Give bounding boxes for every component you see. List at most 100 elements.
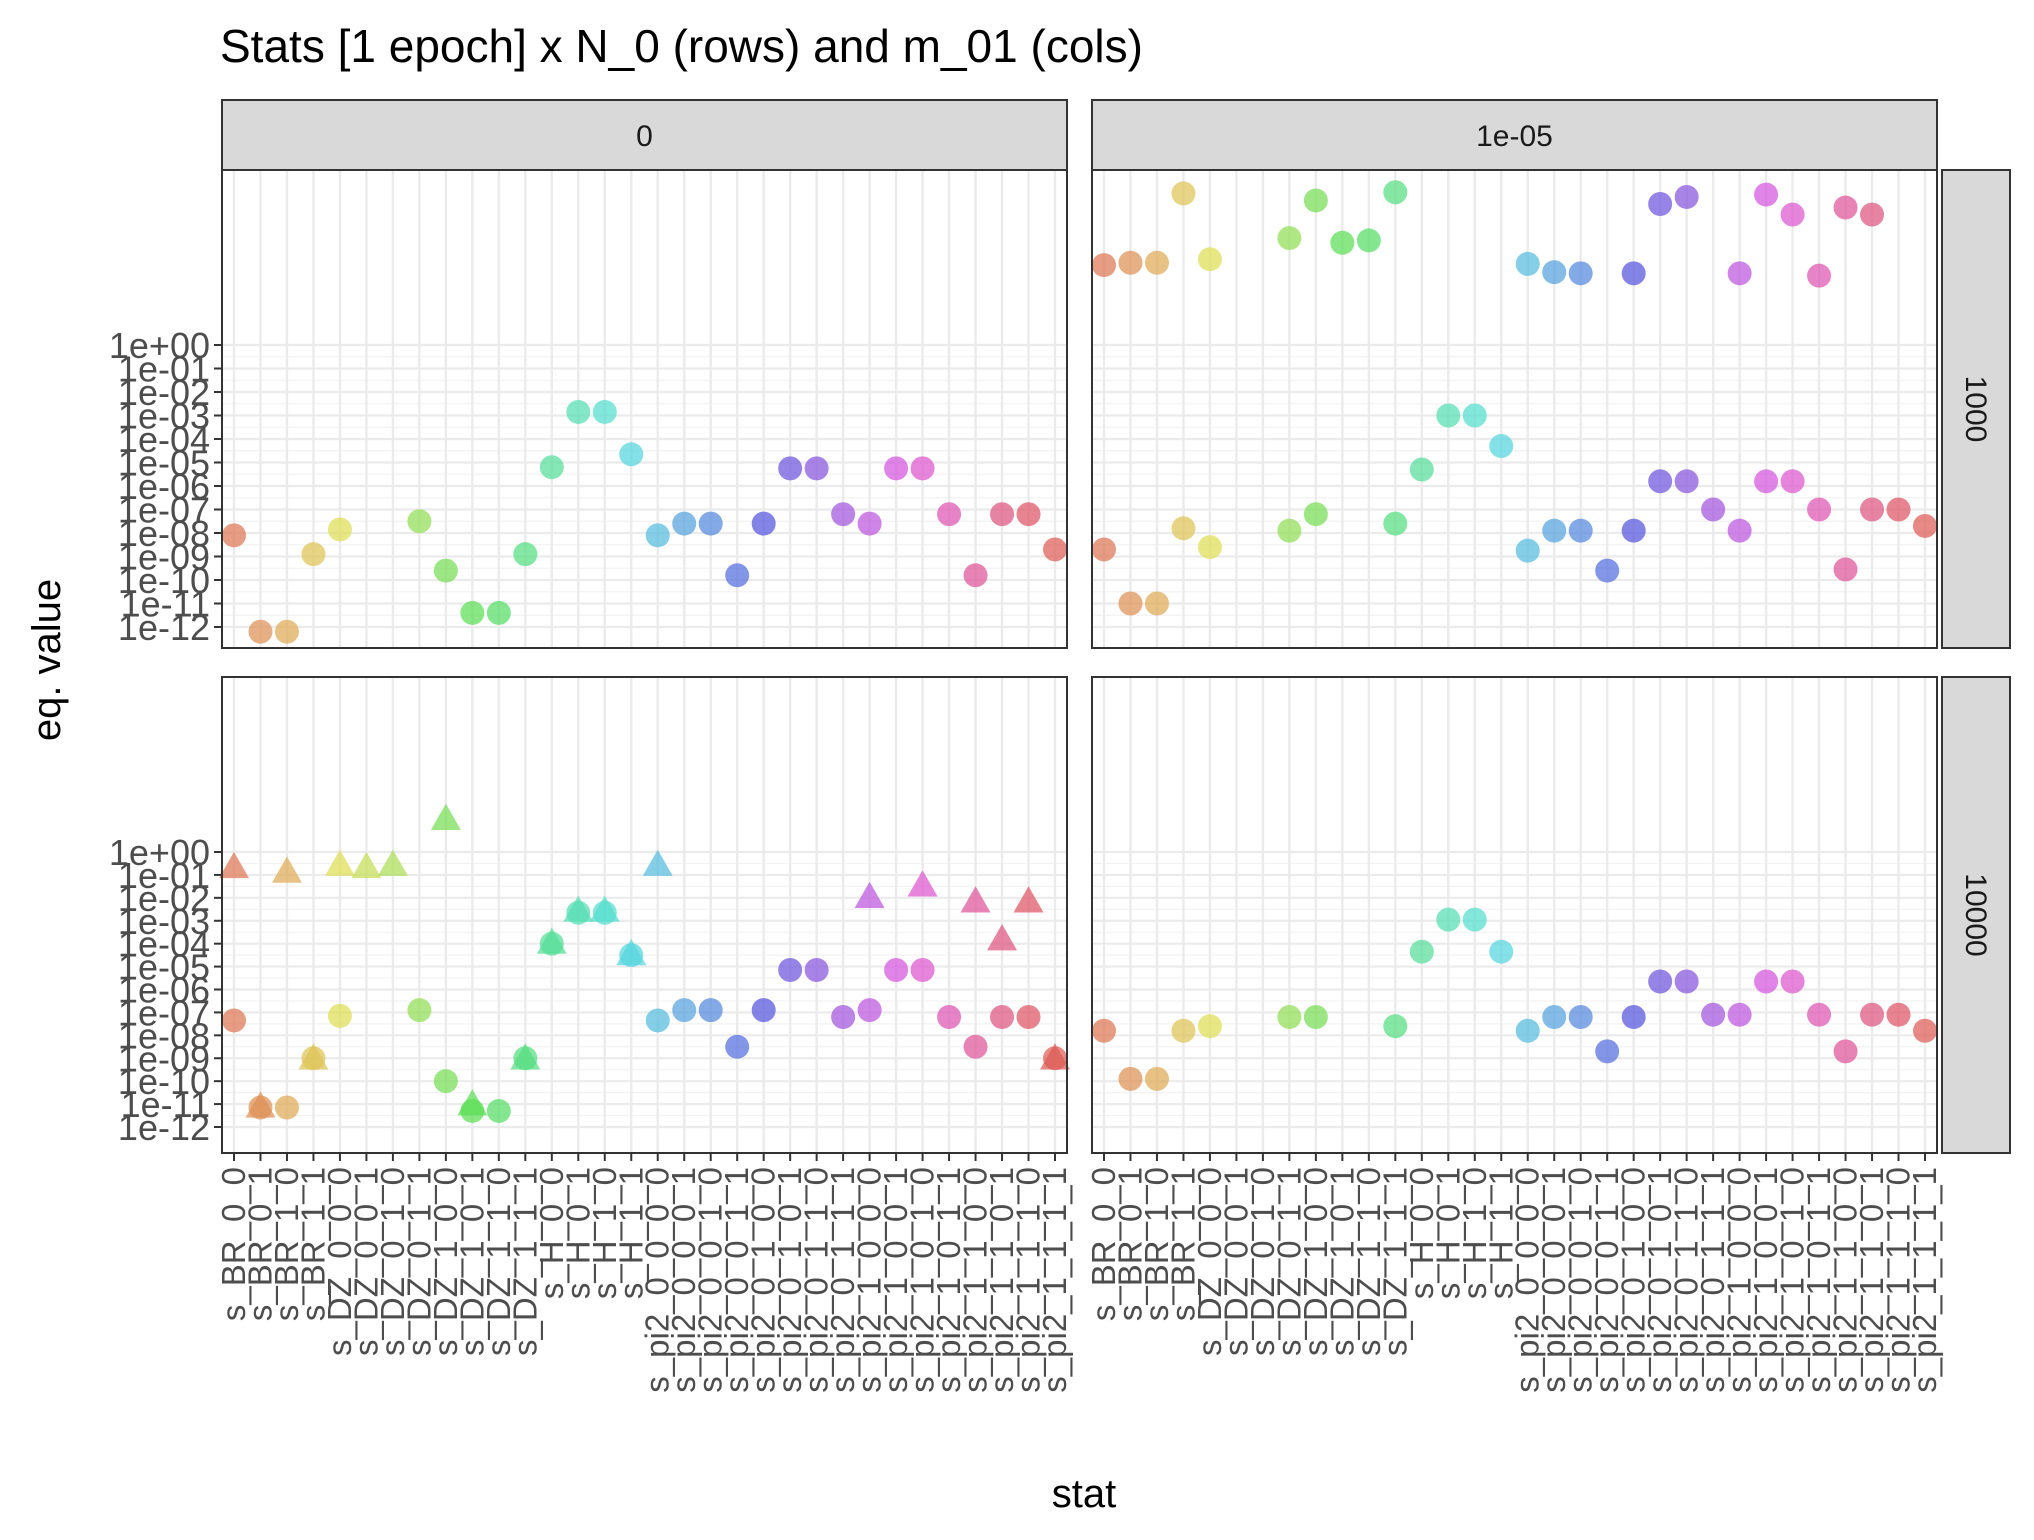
data-point — [1118, 250, 1143, 275]
data-point — [1727, 261, 1752, 286]
data-point — [1197, 247, 1222, 272]
data-point — [1913, 1018, 1937, 1043]
data-point-triangle — [960, 886, 991, 913]
data-point — [1595, 558, 1620, 583]
data-point-triangle — [987, 924, 1018, 951]
data-point — [1568, 1005, 1593, 1029]
y-tick-label: 1e-08 — [118, 513, 210, 554]
y-axis-title: eq. value — [25, 579, 69, 741]
x-tick-label: s_pi2_0_0_0_0 — [1509, 1167, 1546, 1393]
data-point — [1436, 907, 1461, 932]
y-tick-label: 1e-12 — [118, 1107, 210, 1148]
data-point — [460, 600, 485, 625]
data-point — [884, 958, 909, 983]
data-point — [804, 456, 829, 481]
data-point — [1171, 1018, 1196, 1043]
data-point — [1277, 1005, 1302, 1029]
x-tick-label: s_pi2_1_1_0_0 — [957, 1167, 994, 1393]
data-point — [698, 511, 723, 536]
y-tick-label: 1e-04 — [118, 924, 210, 965]
x-tick-label: s_H_0_0 — [1403, 1167, 1440, 1299]
x-tick-label: s_DZ_1_1_0 — [480, 1167, 517, 1356]
facet-col-label: 0 — [636, 120, 653, 153]
x-tick-label: s_DZ_0_1_0 — [1244, 1167, 1281, 1356]
data-point — [1754, 469, 1779, 494]
facet-col-label: 1e-05 — [1476, 120, 1553, 153]
x-tick-label: s_H_1_0 — [1456, 1167, 1493, 1299]
x-tick-label: s_pi2_1_1_1_0 — [1010, 1167, 1047, 1393]
data-point — [672, 998, 697, 1023]
y-tick-label: 1e-05 — [118, 947, 210, 988]
facet-row-strip — [1941, 676, 2011, 1154]
data-point — [1621, 1005, 1646, 1029]
y-tick-label: 1e-11 — [121, 1084, 210, 1125]
data-point — [1648, 192, 1673, 216]
data-point — [831, 1005, 856, 1029]
data-point — [1542, 1005, 1567, 1029]
data-point — [1568, 518, 1593, 543]
x-tick-label: s_pi2_1_1_1_1 — [1036, 1167, 1073, 1393]
x-tick-label: s_pi2_0_1_0_0 — [1615, 1167, 1652, 1393]
plot-layer: 0 1e-051000100001e+001e-011e-021e-031e-04… — [109, 99, 2011, 1393]
x-tick-label: s_pi2_1_0_0_0 — [851, 1167, 888, 1393]
data-point — [1016, 1005, 1041, 1029]
x-tick-label: s_DZ_0_0_1 — [1217, 1167, 1254, 1356]
x-tick-label: s_pi2_0_0_1_1 — [1588, 1167, 1625, 1393]
x-tick-label: s_BR_0_0 — [1085, 1167, 1122, 1321]
data-point — [1016, 502, 1041, 527]
data-point — [990, 502, 1015, 527]
x-tick-label: s_DZ_1_0_1 — [453, 1167, 490, 1356]
data-point — [910, 456, 935, 481]
x-tick-label: s_pi2_0_0_1_0 — [1562, 1167, 1599, 1393]
data-point-triangle — [219, 851, 249, 879]
data-point — [1303, 188, 1328, 213]
data-point — [778, 958, 803, 983]
data-point — [1409, 457, 1434, 482]
x-tick-label: s_pi2_0_1_0_1 — [1641, 1167, 1678, 1393]
data-point — [1303, 502, 1328, 527]
data-point — [486, 600, 511, 625]
data-point — [1489, 434, 1514, 459]
data-point — [222, 1008, 246, 1033]
x-tick-label: s_pi2_1_1_0_1 — [1853, 1167, 1890, 1393]
data-point-triangle — [245, 1091, 276, 1118]
data-point — [1383, 511, 1408, 536]
x-tick-label: s_pi2_0_0_0_1 — [1535, 1167, 1572, 1393]
y-tick-label: 1e-02 — [118, 878, 210, 919]
x-tick-label: s_H_0_1 — [559, 1167, 596, 1299]
data-point — [1568, 261, 1593, 286]
x-tick-label: s_pi2_1_0_1_0 — [904, 1167, 941, 1393]
x-tick-label: s_DZ_0_0_0 — [321, 1167, 358, 1356]
data-point-triangle — [616, 938, 647, 966]
panel-background — [1092, 677, 1937, 1153]
x-tick-label: s_pi2_0_0_1_1 — [718, 1167, 755, 1393]
x-tick-label: s_DZ_1_1_1 — [506, 1167, 543, 1356]
data-point — [407, 998, 432, 1023]
x-tick-label: s_H_0_1 — [1429, 1167, 1466, 1299]
data-point — [645, 1008, 670, 1033]
data-point — [1092, 1018, 1116, 1043]
x-tick-label: s_pi2_0_1_0_1 — [771, 1167, 808, 1393]
x-tick-label: s_DZ_0_0_0 — [1191, 1167, 1228, 1356]
data-point — [1913, 513, 1937, 538]
x-tick-label: s_pi2_1_1_1_0 — [1880, 1167, 1917, 1393]
x-tick-label: s_pi2_0_0_0_0 — [639, 1167, 676, 1393]
data-point — [1118, 591, 1143, 616]
y-tick-label: 1e-11 — [121, 584, 210, 625]
y-tick-label: 1e-06 — [118, 970, 210, 1011]
data-point — [301, 542, 326, 567]
x-tick-label: s_pi2_0_1_0_0 — [745, 1167, 782, 1393]
data-point — [857, 511, 882, 536]
y-tick-label: 1e-01 — [118, 349, 210, 390]
x-tick-label: s_DZ_1_0_0 — [427, 1167, 464, 1356]
data-point — [672, 511, 697, 536]
data-point — [725, 1034, 750, 1059]
y-tick-label: 1e-09 — [118, 537, 210, 578]
x-tick-label: s_DZ_1_1_1 — [1376, 1167, 1413, 1356]
y-tick-label: 1e-07 — [118, 490, 210, 531]
data-point — [1807, 1002, 1832, 1027]
data-point — [1436, 403, 1461, 428]
chart-title: Stats [1 epoch] x N_0 (rows) and m_01 (c… — [220, 20, 1143, 72]
data-point — [1043, 537, 1067, 562]
